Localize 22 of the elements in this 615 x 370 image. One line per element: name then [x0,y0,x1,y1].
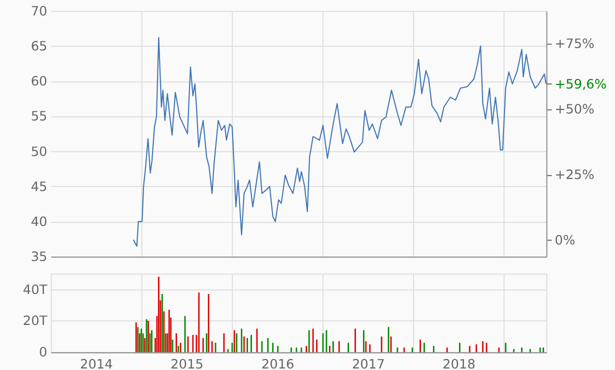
x-tick-label: 2018 [442,358,476,370]
line-series [132,37,547,247]
y-tick-label: 45 [30,180,48,195]
y2-tick-label: +25% [554,168,594,184]
y-tick-label: 0 [39,346,48,361]
y-tick-label: 20T [22,314,48,330]
y-tick-label: 65 [30,39,48,54]
y-tick-label: 40 [30,215,48,230]
x-tick-label: 2014 [80,358,113,370]
y-tick-label: 35 [30,250,48,266]
x-tick-label: 2017 [352,358,385,370]
x-tick-label: 2016 [261,358,294,370]
y-tick-label: 60 [30,74,48,90]
y-tick-label: 55 [30,110,48,125]
y2-tick-label: +59,6% [554,77,607,92]
y2-tick-label: 0% [554,234,576,249]
x-tick-label: 2015 [170,358,204,370]
y2-tick-label: +75% [554,36,594,52]
y-tick-label: 50 [30,144,48,160]
y-tick-label: 40T [22,282,48,298]
y2-tick-label: +50% [554,102,594,118]
y-tick-label: 70 [30,4,48,20]
